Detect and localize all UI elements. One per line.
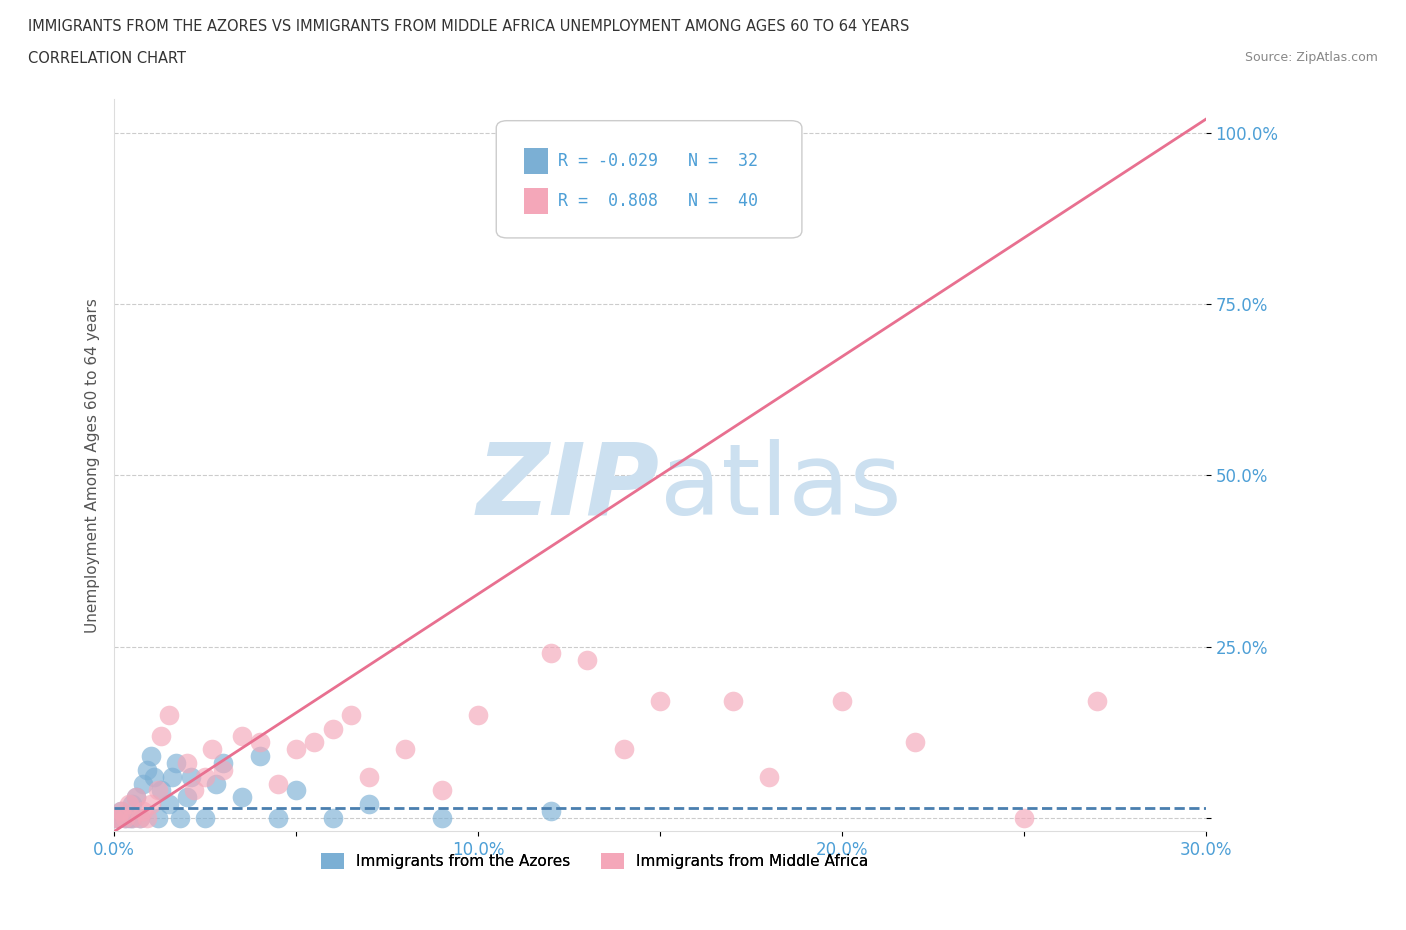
Point	[249, 749, 271, 764]
Point	[1012, 810, 1035, 825]
Point	[201, 742, 224, 757]
Point	[150, 783, 173, 798]
Point	[128, 810, 150, 825]
Point	[194, 810, 217, 825]
Point	[183, 783, 205, 798]
Point	[176, 755, 198, 770]
Point	[194, 769, 217, 784]
Point	[285, 783, 308, 798]
Point	[114, 810, 136, 825]
Point	[107, 810, 129, 825]
Point	[357, 797, 380, 812]
Point	[721, 694, 744, 709]
Point	[576, 653, 599, 668]
Point	[125, 790, 148, 804]
Point	[132, 777, 155, 791]
Point	[165, 755, 187, 770]
Point	[118, 810, 141, 825]
Point	[110, 804, 132, 818]
Point	[128, 810, 150, 825]
Point	[121, 810, 143, 825]
Text: atlas: atlas	[659, 439, 901, 536]
Point	[540, 804, 562, 818]
Point	[125, 790, 148, 804]
Point	[139, 749, 162, 764]
Point	[394, 742, 416, 757]
Point	[121, 797, 143, 812]
Point	[205, 777, 228, 791]
Text: R = -0.029   N =  32: R = -0.029 N = 32	[558, 152, 758, 170]
Point	[110, 804, 132, 818]
Y-axis label: Unemployment Among Ages 60 to 64 years: Unemployment Among Ages 60 to 64 years	[86, 298, 100, 632]
Point	[430, 810, 453, 825]
Text: Source: ZipAtlas.com: Source: ZipAtlas.com	[1244, 51, 1378, 64]
Point	[339, 708, 361, 723]
Point	[613, 742, 636, 757]
Point	[162, 769, 184, 784]
Point	[157, 797, 180, 812]
Point	[136, 763, 159, 777]
FancyBboxPatch shape	[523, 148, 547, 174]
Point	[267, 777, 290, 791]
Point	[212, 755, 235, 770]
Point	[267, 810, 290, 825]
Point	[285, 742, 308, 757]
Point	[114, 810, 136, 825]
Point	[648, 694, 671, 709]
Point	[150, 728, 173, 743]
Point	[118, 797, 141, 812]
Point	[107, 810, 129, 825]
Point	[176, 790, 198, 804]
Point	[304, 735, 326, 750]
Point	[146, 810, 169, 825]
Point	[136, 810, 159, 825]
Point	[132, 804, 155, 818]
Point	[157, 708, 180, 723]
Point	[249, 735, 271, 750]
Point	[1085, 694, 1108, 709]
Point	[321, 810, 343, 825]
Point	[904, 735, 927, 750]
Point	[321, 722, 343, 737]
Point	[121, 810, 143, 825]
Point	[231, 790, 253, 804]
FancyBboxPatch shape	[496, 121, 801, 238]
FancyBboxPatch shape	[523, 189, 547, 214]
Point	[212, 763, 235, 777]
Text: ZIP: ZIP	[477, 439, 659, 536]
Point	[103, 810, 125, 825]
Text: CORRELATION CHART: CORRELATION CHART	[28, 51, 186, 66]
Text: IMMIGRANTS FROM THE AZORES VS IMMIGRANTS FROM MIDDLE AFRICA UNEMPLOYMENT AMONG A: IMMIGRANTS FROM THE AZORES VS IMMIGRANTS…	[28, 19, 910, 33]
Point	[146, 783, 169, 798]
Point	[467, 708, 489, 723]
Point	[139, 797, 162, 812]
Point	[231, 728, 253, 743]
Point	[103, 810, 125, 825]
Point	[540, 646, 562, 661]
Point	[180, 769, 202, 784]
Point	[169, 810, 191, 825]
Point	[357, 769, 380, 784]
Point	[430, 783, 453, 798]
Point	[143, 769, 166, 784]
Legend: Immigrants from the Azores, Immigrants from Middle Africa: Immigrants from the Azores, Immigrants f…	[315, 847, 875, 875]
Point	[831, 694, 853, 709]
Point	[758, 769, 780, 784]
Text: R =  0.808   N =  40: R = 0.808 N = 40	[558, 193, 758, 210]
